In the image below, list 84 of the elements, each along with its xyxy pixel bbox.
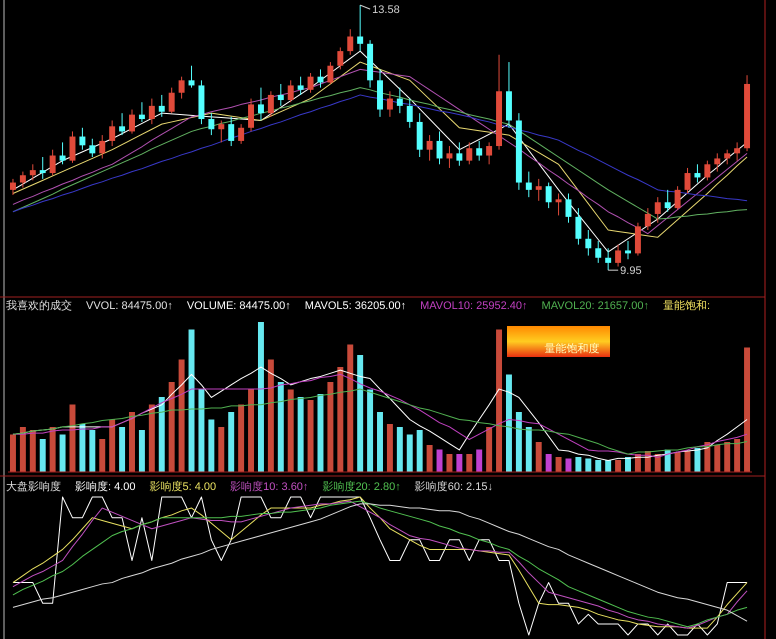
chart-title: 我喜欢的成交 bbox=[6, 299, 72, 312]
bar bbox=[308, 400, 314, 472]
chart-title: 大盘影响度 bbox=[6, 480, 61, 493]
bar bbox=[268, 360, 274, 472]
bar bbox=[526, 427, 532, 472]
bar bbox=[50, 427, 56, 472]
bar bbox=[119, 427, 126, 472]
series-label: VOLUME: 84475.00↑ bbox=[186, 300, 291, 312]
text: VVOL: 84475.00↑ bbox=[86, 300, 173, 312]
series-label: 影响度20: 2.80↑ bbox=[322, 480, 401, 493]
bar bbox=[298, 397, 304, 472]
bar bbox=[456, 454, 462, 472]
bar bbox=[734, 439, 740, 472]
bar bbox=[238, 404, 244, 472]
bar bbox=[536, 442, 542, 472]
bar bbox=[318, 394, 324, 472]
bar bbox=[168, 382, 175, 472]
series-label: 影响度: 4.00 bbox=[75, 480, 136, 493]
bar bbox=[684, 451, 690, 472]
bar bbox=[367, 390, 374, 472]
bar bbox=[278, 382, 284, 472]
bar bbox=[486, 427, 492, 472]
bar bbox=[79, 424, 86, 472]
bar bbox=[218, 427, 224, 472]
bar bbox=[426, 445, 433, 472]
bar bbox=[724, 442, 730, 472]
bar bbox=[208, 420, 214, 472]
series-label: 影响度60: 2.15↓ bbox=[414, 480, 493, 493]
bar bbox=[198, 390, 204, 472]
bar bbox=[337, 367, 344, 472]
series-label: 影响度10: 3.60↑ bbox=[230, 480, 308, 493]
text: 影响度5: 4.00 bbox=[150, 480, 216, 493]
bar bbox=[357, 355, 364, 472]
text: MAVOL10: 25952.40↑ bbox=[420, 300, 528, 312]
bar bbox=[605, 460, 612, 472]
bar bbox=[258, 322, 264, 472]
bar bbox=[288, 390, 294, 472]
bar bbox=[20, 427, 26, 472]
bar bbox=[129, 412, 135, 472]
bar bbox=[476, 450, 482, 472]
bar bbox=[625, 457, 631, 472]
annotation: 量能饱和度 bbox=[544, 342, 600, 355]
bar bbox=[585, 458, 592, 472]
annotation: 13.58 bbox=[372, 4, 400, 16]
text: MAVOL20: 21657.00↑ bbox=[542, 300, 649, 312]
bar bbox=[744, 348, 750, 472]
bar bbox=[10, 434, 16, 472]
bar bbox=[109, 420, 116, 472]
text: MAVOL5: 36205.00↑ bbox=[304, 300, 406, 312]
annotation: 9.95 bbox=[620, 265, 642, 278]
bar bbox=[556, 457, 562, 472]
bar bbox=[496, 330, 502, 472]
bar bbox=[406, 434, 413, 472]
bar bbox=[60, 434, 66, 472]
bar bbox=[148, 404, 155, 472]
bar bbox=[575, 457, 582, 472]
bar bbox=[694, 448, 700, 472]
bar bbox=[396, 427, 403, 472]
bar bbox=[377, 412, 383, 472]
bar bbox=[566, 458, 572, 472]
bar bbox=[188, 330, 194, 472]
bar bbox=[506, 374, 512, 472]
bar bbox=[40, 439, 46, 472]
bar bbox=[386, 424, 393, 472]
bar bbox=[615, 460, 622, 472]
bar bbox=[546, 454, 552, 472]
bar bbox=[436, 450, 442, 472]
bar bbox=[70, 404, 76, 472]
text: 量能饱和: bbox=[662, 299, 710, 312]
bar bbox=[138, 430, 145, 472]
bar bbox=[178, 360, 185, 472]
bar bbox=[416, 430, 423, 472]
bar bbox=[248, 390, 254, 472]
bar bbox=[714, 445, 720, 472]
bar bbox=[347, 344, 354, 472]
bar bbox=[99, 439, 106, 472]
bar bbox=[327, 382, 334, 472]
bar bbox=[516, 412, 522, 472]
bar bbox=[228, 412, 234, 472]
bar bbox=[30, 430, 36, 472]
bar bbox=[446, 454, 452, 472]
bar bbox=[674, 452, 681, 472]
bar bbox=[466, 454, 472, 472]
bar bbox=[89, 430, 96, 472]
